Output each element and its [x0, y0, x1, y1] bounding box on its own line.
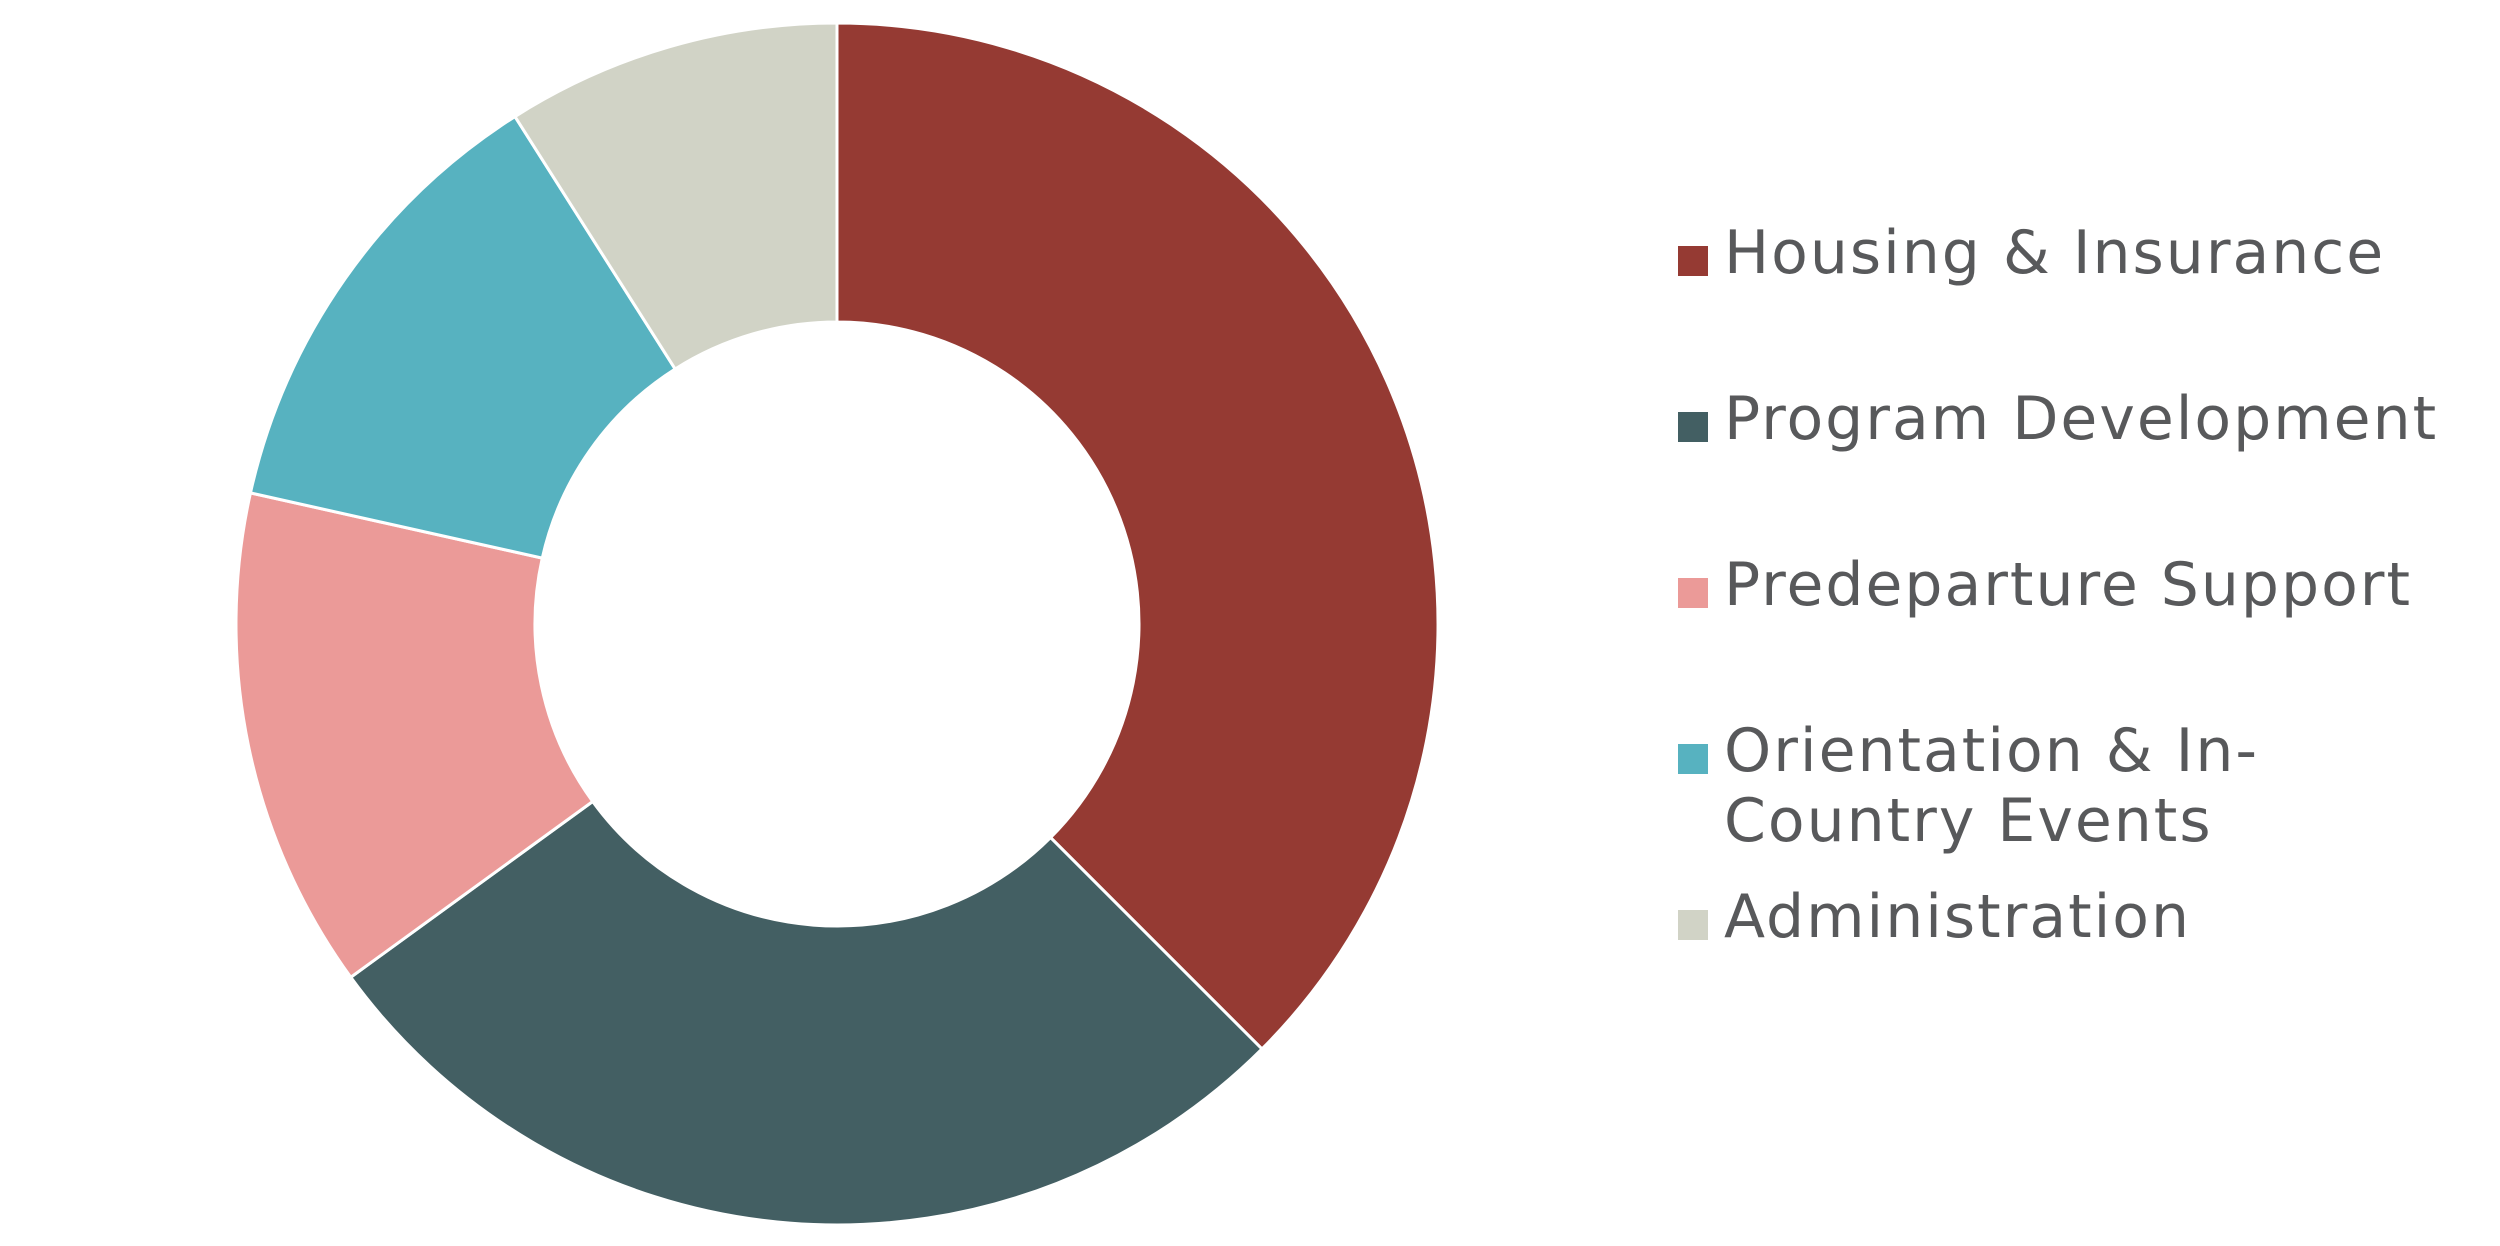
slice-program-development	[348, 799, 1265, 1227]
slice-housing-insurance	[835, 21, 1440, 1052]
slice-orientation-in-country-events	[248, 114, 678, 560]
legend-item-predeparture-support: Predeparture Support	[1678, 550, 2478, 716]
slice-predeparture-support	[234, 491, 595, 980]
legend-swatch	[1678, 246, 1708, 276]
slice-administration	[512, 21, 839, 372]
legend-label: Predeparture Support	[1724, 550, 2412, 620]
legend-item-orientation-events: Orientation & In-Country Events	[1678, 716, 2478, 882]
legend-label: Administration	[1724, 882, 2192, 952]
legend-swatch	[1678, 578, 1708, 608]
chart-legend: Housing & Insurance Program Development …	[1678, 218, 2478, 1048]
legend-item-administration: Administration	[1678, 882, 2478, 1048]
legend-item-housing-insurance: Housing & Insurance	[1678, 218, 2478, 384]
donut-slices	[234, 21, 1440, 1227]
legend-label: Program Development	[1724, 384, 2439, 454]
legend-swatch	[1678, 910, 1708, 940]
legend-item-program-development: Program Development	[1678, 384, 2478, 550]
legend-swatch	[1678, 412, 1708, 442]
legend-label: Housing & Insurance	[1724, 218, 2386, 288]
legend-label: Orientation & In-Country Events	[1724, 716, 2260, 856]
legend-swatch	[1678, 744, 1708, 774]
